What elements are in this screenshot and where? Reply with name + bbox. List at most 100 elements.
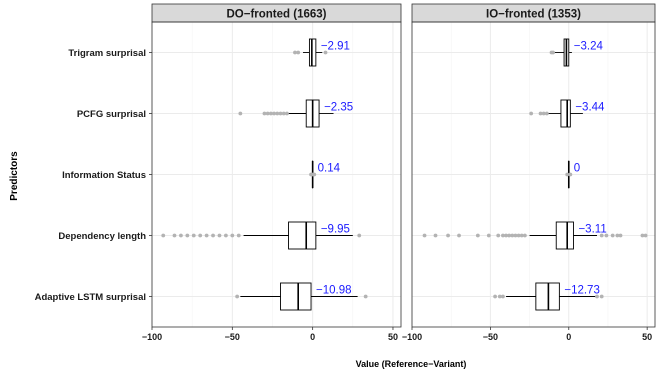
- outlier-point: [599, 233, 604, 238]
- x-axis-title: Value (Reference−Variant): [356, 359, 467, 369]
- outlier-point: [615, 233, 620, 238]
- outlier-point: [493, 294, 497, 299]
- box-iqr: [560, 99, 571, 128]
- outlier-point: [235, 294, 240, 299]
- outlier-point: [529, 111, 534, 116]
- outlier-point: [172, 233, 177, 238]
- outlier-point: [541, 111, 546, 116]
- box-group: −3.24: [549, 38, 603, 67]
- box-group: −10.98: [235, 282, 368, 311]
- outlier-point: [211, 233, 215, 238]
- outlier-point: [278, 111, 283, 116]
- outlier-point: [236, 233, 241, 238]
- outlier-point: [544, 111, 549, 116]
- y-tick-label: PCFG surprisal: [77, 109, 146, 120]
- box-group: 0.14: [309, 160, 341, 189]
- x-tick-label: −100: [142, 332, 162, 342]
- outlier-point: [610, 233, 615, 238]
- outlier-point: [640, 233, 645, 238]
- y-tick-label: Adaptive LSTM surprisal: [35, 292, 146, 303]
- y-tick-label: Trigram surprisal: [68, 48, 146, 59]
- outlier-point: [238, 111, 243, 116]
- x-tick-label: 0: [566, 332, 571, 342]
- outlier-point: [595, 294, 599, 299]
- facet-title: IO−fronted (1353): [486, 9, 581, 21]
- outlier-point: [433, 233, 438, 238]
- facet-title: DO−fronted (1663): [226, 9, 326, 21]
- outlier-point: [604, 233, 609, 238]
- outlier-point: [296, 50, 301, 55]
- outlier-point: [230, 233, 235, 238]
- box-group: −2.35: [238, 99, 353, 128]
- mean-annotation: −9.95: [321, 224, 350, 236]
- box-group: −3.44: [529, 99, 605, 128]
- box-group: −9.95: [161, 221, 362, 250]
- outlier-point: [422, 233, 427, 238]
- x-tick-label: −50: [483, 332, 498, 342]
- outlier-point: [504, 233, 508, 238]
- outlier-point: [161, 233, 166, 238]
- outlier-point: [507, 233, 512, 238]
- box-group: −2.91: [293, 38, 350, 67]
- box-group: −12.73: [493, 282, 604, 311]
- outlier-point: [363, 294, 368, 299]
- outlier-point: [501, 233, 505, 238]
- outlier-point: [486, 233, 491, 238]
- outlier-point: [643, 233, 648, 238]
- outlier-point: [519, 233, 524, 238]
- outlier-point: [522, 233, 527, 238]
- outlier-point: [185, 233, 190, 238]
- outlier-point: [510, 233, 515, 238]
- box-group: 0: [565, 160, 580, 189]
- grid-layer: [151, 22, 655, 327]
- outlier-point: [285, 111, 289, 116]
- panel-border: [411, 21, 656, 328]
- outlier-point: [323, 50, 328, 55]
- mean-annotation: −12.73: [564, 285, 600, 297]
- outlier-point: [475, 233, 480, 238]
- outlier-point: [217, 233, 222, 238]
- outlier-point: [293, 50, 297, 55]
- outlier-point: [357, 233, 362, 238]
- outlier-point: [501, 294, 505, 299]
- outlier-point: [457, 233, 461, 238]
- box-iqr: [555, 221, 574, 250]
- outlier-point: [497, 294, 502, 299]
- outlier-point: [538, 111, 543, 116]
- axes-layer: −100 −50 0 50 −100 −50 0 50 Trigram surprisal PCF…: [35, 21, 656, 342]
- outlier-point: [272, 111, 276, 116]
- outlier-point: [179, 233, 183, 238]
- outlier-point: [513, 233, 518, 238]
- mean-annotation: −2.35: [324, 102, 353, 114]
- mean-annotation: 0.14: [318, 163, 341, 175]
- outlier-point: [496, 233, 501, 238]
- outlier-point: [268, 111, 273, 116]
- x-tick-label: 0: [310, 332, 315, 342]
- mean-annotation: 0: [574, 163, 580, 175]
- box-iqr: [280, 282, 312, 311]
- outlier-point: [198, 233, 203, 238]
- outlier-point: [599, 294, 604, 299]
- y-tick-label: Information Status: [62, 170, 146, 181]
- outlier-point: [568, 172, 573, 177]
- outlier-point: [223, 233, 228, 238]
- x-tick-label: 50: [642, 332, 652, 342]
- outlier-point: [275, 111, 280, 116]
- box-group: −3.11: [422, 221, 648, 250]
- outlier-point: [265, 111, 270, 116]
- outlier-point: [565, 172, 570, 177]
- mean-annotation: −2.91: [321, 41, 350, 53]
- y-tick-label: Dependency length: [58, 231, 146, 242]
- outlier-point: [191, 233, 196, 238]
- y-axis-title: Predictors: [9, 151, 20, 201]
- mean-annotation: −3.11: [578, 224, 606, 236]
- outlier-point: [312, 172, 317, 177]
- mean-annotation: −3.44: [575, 102, 605, 114]
- outlier-point: [446, 233, 450, 238]
- facet-strips: DO−fronted (1663) IO−fronted (1353): [151, 3, 656, 23]
- box-iqr: [288, 221, 317, 250]
- x-tick-label: −100: [402, 332, 422, 342]
- data-layer: −2.91 −2.35 0.14 −9.95 −10.98 −3.24 −3.44 0 −3.1…: [161, 38, 648, 311]
- x-tick-label: 50: [388, 332, 398, 342]
